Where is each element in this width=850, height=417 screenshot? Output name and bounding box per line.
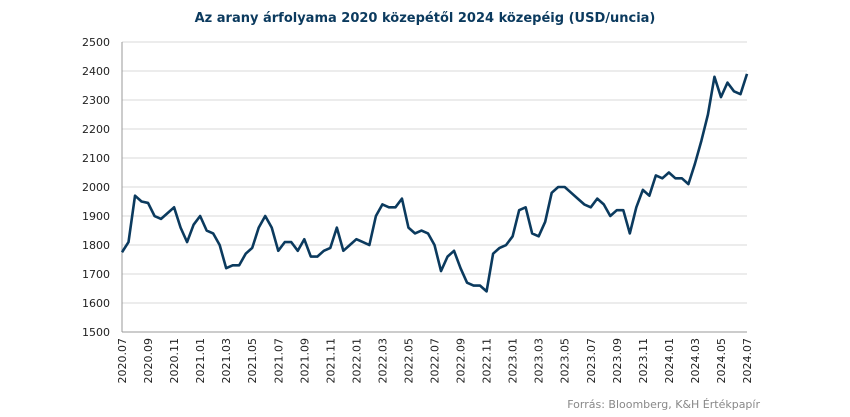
y-tick-label: 2300	[82, 94, 110, 107]
y-tick-label: 1900	[82, 210, 110, 223]
source-note: Forrás: Bloomberg, K&H Értékpapír	[567, 398, 760, 411]
x-tick-label: 2021.01	[194, 338, 207, 384]
x-tick-label: 2023.01	[507, 338, 520, 384]
x-tick-label: 2022.11	[481, 338, 494, 384]
x-tick-label: 2024.01	[663, 338, 676, 384]
y-tick-label: 1800	[82, 239, 110, 252]
x-tick-label: 2020.07	[116, 338, 129, 384]
x-tick-label: 2023.05	[559, 338, 572, 384]
x-tick-label: 2021.09	[298, 338, 311, 384]
x-tick-label: 2020.09	[142, 338, 155, 384]
y-tick-label: 2100	[82, 152, 110, 165]
y-tick-label: 1700	[82, 268, 110, 281]
x-tick-label: 2021.03	[220, 338, 233, 384]
x-tick-label: 2020.11	[168, 338, 181, 384]
x-tick-label: 2022.07	[429, 338, 442, 384]
y-tick-label: 2500	[82, 36, 110, 49]
chart-title: Az arany árfolyama 2020 közepétől 2024 k…	[195, 11, 656, 26]
x-tick-label: 2022.05	[402, 338, 415, 384]
y-tick-label: 1500	[82, 326, 110, 339]
x-tick-label: 2023.09	[611, 338, 624, 384]
x-tick-label: 2023.11	[637, 338, 650, 384]
x-tick-label: 2022.03	[376, 338, 389, 384]
x-tick-label: 2023.03	[533, 338, 546, 384]
y-tick-label: 2200	[82, 123, 110, 136]
x-tick-label: 2021.11	[324, 338, 337, 384]
y-tick-label: 2400	[82, 65, 110, 78]
y-tick-label: 1600	[82, 297, 110, 310]
x-tick-label: 2021.05	[246, 338, 259, 384]
x-tick-label: 2022.09	[455, 338, 468, 384]
x-tick-label: 2021.07	[272, 338, 285, 384]
x-tick-label: 2022.01	[350, 338, 363, 384]
price-line	[120, 73, 749, 293]
x-tick-label: 2024.05	[715, 338, 728, 384]
x-tick-label: 2024.03	[689, 338, 702, 384]
y-tick-label: 2000	[82, 181, 110, 194]
x-tick-label: 2024.07	[741, 338, 754, 384]
x-tick-label: 2023.07	[585, 338, 598, 384]
